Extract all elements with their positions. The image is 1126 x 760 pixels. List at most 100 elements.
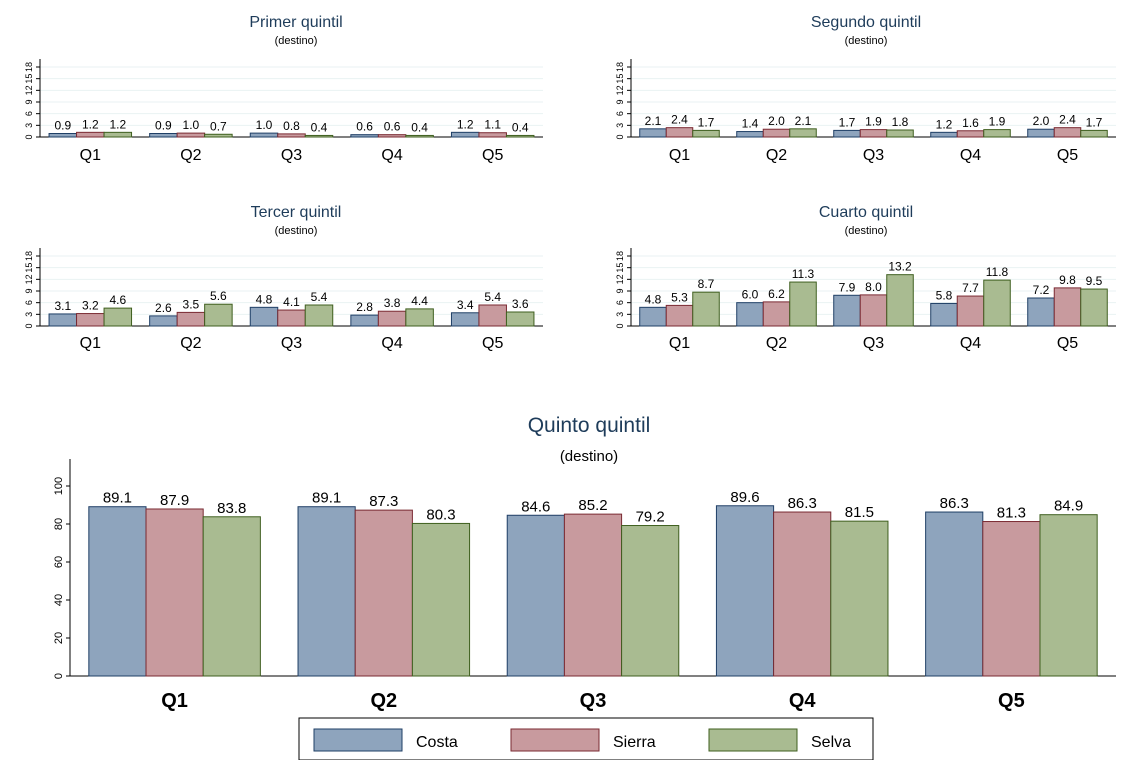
bar-value-label: 80.3 <box>426 506 455 523</box>
bar-value-label: 1.1 <box>484 118 501 132</box>
bar-value-label: 11.3 <box>792 267 815 281</box>
bar-value-label: 7.2 <box>1033 283 1050 297</box>
chart-subtitle: (destino) <box>275 35 318 47</box>
bar-costa <box>715 505 775 677</box>
legend-label-costa: Costa <box>416 734 458 751</box>
chart-title: Quinto quintil <box>528 414 651 437</box>
bar-sierra <box>354 509 413 677</box>
legend-label-sierra: Sierra <box>613 734 656 751</box>
bar-value-label: 1.2 <box>457 117 474 131</box>
bar-value-label: 8.7 <box>698 277 715 291</box>
y-tick-label: 15 <box>24 263 34 273</box>
x-category-label: Q2 <box>370 690 397 712</box>
y-tick-label: 100 <box>53 477 65 495</box>
x-category-label: Q5 <box>1057 335 1078 352</box>
bar-value-label: 0.6 <box>384 120 401 134</box>
chart-subtitle: (destino) <box>845 35 888 47</box>
bar-value-label: 1.4 <box>742 117 759 131</box>
bar-selva <box>789 128 817 138</box>
bar-value-label: 0.8 <box>283 119 300 133</box>
bar-costa <box>1027 297 1055 327</box>
x-category-label: Q2 <box>180 147 201 164</box>
y-tick-label: 15 <box>615 263 625 273</box>
x-category-label: Q2 <box>180 335 201 352</box>
bar-value-label: 1.7 <box>839 115 856 129</box>
y-tick-label: 3 <box>24 123 34 128</box>
bar-costa <box>350 314 379 327</box>
bar-sierra <box>665 127 694 138</box>
bar-value-label: 4.6 <box>109 293 126 307</box>
bar-costa <box>639 128 667 138</box>
bar-selva <box>886 274 914 327</box>
bar-value-label: 85.2 <box>578 497 607 514</box>
bar-sierra <box>478 132 507 138</box>
bar-selva <box>983 129 1011 138</box>
bar-value-label: 1.9 <box>865 115 882 129</box>
legend-swatch-costa <box>313 728 403 752</box>
x-category-label: Q4 <box>381 335 402 352</box>
bar-sierra <box>956 130 985 138</box>
chart-title: Tercer quintil <box>251 204 342 221</box>
chart-subtitle: (destino) <box>845 225 888 237</box>
x-category-label: Q4 <box>960 335 981 352</box>
bar-costa <box>297 506 356 677</box>
bar-value-label: 4.8 <box>645 292 662 306</box>
bar-value-label: 1.6 <box>962 116 979 130</box>
x-category-label: Q2 <box>766 335 787 352</box>
bar-value-label: 1.9 <box>989 115 1006 129</box>
y-tick-label: 0 <box>615 134 625 139</box>
bar-selva <box>1080 129 1108 138</box>
y-tick-label: 18 <box>24 62 34 72</box>
bar-value-label: 5.8 <box>936 288 953 302</box>
bar-value-label: 6.0 <box>742 288 759 302</box>
bar-value-label: 86.3 <box>940 495 969 512</box>
bar-value-label: 86.3 <box>788 495 817 512</box>
bar-costa <box>249 132 279 138</box>
y-tick-label: 3 <box>615 312 625 317</box>
bar-value-label: 81.5 <box>845 504 874 521</box>
x-category-label: Q1 <box>80 335 101 352</box>
x-category-label: Q1 <box>80 147 101 164</box>
bar-value-label: 0.6 <box>356 120 373 134</box>
x-category-label: Q5 <box>482 147 503 164</box>
bar-costa <box>48 313 78 327</box>
bar-sierra <box>176 311 206 327</box>
bar-value-label: 81.3 <box>997 505 1026 522</box>
bar-sierra <box>76 313 105 327</box>
bar-value-label: 89.1 <box>312 490 341 507</box>
bar-value-label: 7.7 <box>962 281 979 295</box>
y-tick-label: 3 <box>615 123 625 128</box>
y-tick-label: 0 <box>615 323 625 328</box>
bar-costa <box>930 302 958 327</box>
bar-sierra <box>277 309 306 327</box>
bar-sierra <box>982 521 1041 677</box>
bar-costa <box>149 133 178 138</box>
y-tick-label: 6 <box>24 111 34 116</box>
x-category-label: Q5 <box>482 335 503 352</box>
bar-selva <box>1039 514 1098 677</box>
bar-value-label: 8.0 <box>865 280 882 294</box>
y-tick-label: 18 <box>615 251 625 261</box>
bar-sierra <box>665 304 694 327</box>
y-tick-label: 12 <box>24 274 34 284</box>
y-tick-label: 9 <box>615 99 625 104</box>
x-category-label: Q3 <box>863 147 884 164</box>
bar-value-label: 0.4 <box>512 120 529 134</box>
bar-value-label: 0.7 <box>210 119 227 133</box>
y-tick-label: 9 <box>24 288 34 293</box>
bar-selva <box>692 291 720 327</box>
x-category-label: Q3 <box>863 335 884 352</box>
bar-sierra <box>145 508 204 677</box>
bar-selva <box>411 522 471 677</box>
bar-value-label: 1.2 <box>82 117 99 131</box>
y-tick-label: 18 <box>615 62 625 72</box>
bar-costa <box>149 315 178 327</box>
bar-value-label: 5.4 <box>311 290 328 304</box>
bar-costa <box>506 514 565 677</box>
bar-selva <box>789 281 817 327</box>
bar-costa <box>930 131 958 138</box>
bar-value-label: 3.1 <box>54 299 71 313</box>
legend: Costa Sierra Selva <box>298 717 874 760</box>
